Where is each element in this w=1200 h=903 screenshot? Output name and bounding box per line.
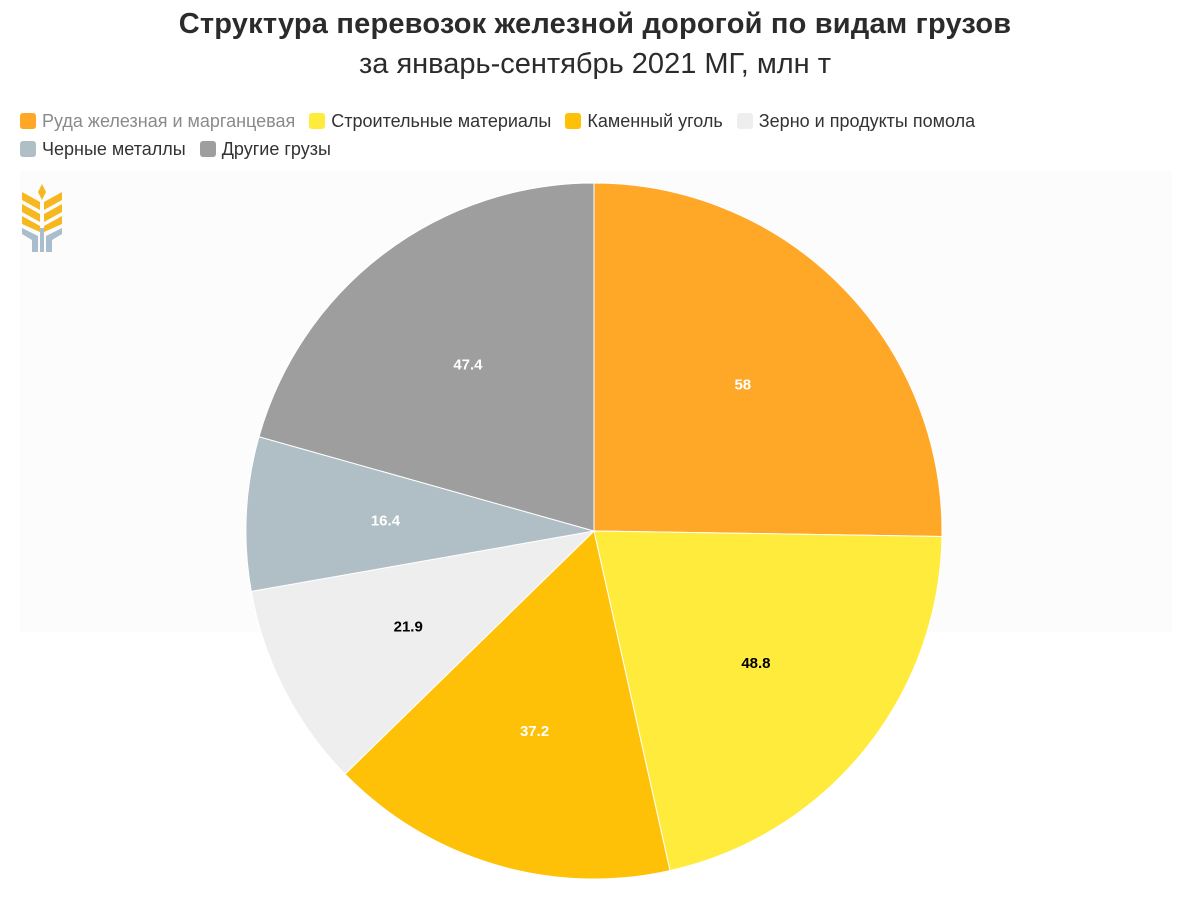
legend-swatch (20, 141, 36, 157)
wheat-logo-icon (18, 182, 66, 259)
pie-slice-coal[interactable] (344, 530, 671, 880)
legend-item-ferrous-metals[interactable]: Черные металлы (20, 138, 186, 160)
legend-swatch (736, 113, 753, 129)
legend-item-other-cargo[interactable]: Другие грузы (199, 138, 331, 160)
pie-slice-ferrous-metals[interactable] (245, 436, 595, 592)
legend: Руда железная и марганцевая Строительные… (20, 110, 1120, 160)
legend-item-coal[interactable]: Каменный уголь (565, 110, 723, 132)
legend-label: Руда железная и марганцевая (42, 111, 296, 131)
pie-slice-grain[interactable] (250, 530, 596, 775)
legend-label: Строительные материалы (331, 111, 552, 131)
pie-slice-other-cargo[interactable] (258, 182, 595, 532)
legend-item-building-materials[interactable]: Строительные материалы (309, 110, 551, 132)
data-label-grain: 21.9 (394, 618, 423, 635)
chart-subtitle: за январь-сентябрь 2021 МГ, млн т (358, 48, 832, 80)
legend-label: Черные металлы (42, 139, 186, 159)
legend-swatch (20, 113, 36, 129)
legend-label: Каменный уголь (587, 111, 723, 131)
pie-slice-building-materials[interactable] (593, 530, 943, 872)
legend-label: Другие грузы (221, 139, 331, 159)
data-label-other-cargo: 47.4 (453, 357, 483, 374)
legend-item-ore[interactable]: Руда железная и марганцевая (20, 110, 295, 132)
chart-title: Структура перевозок железной дорогой по … (178, 8, 1012, 40)
data-label-building-materials: 48.8 (741, 655, 770, 672)
data-label-ferrous-metals: 16.4 (371, 513, 401, 530)
legend-label: Зерно и продукты помола (758, 111, 976, 131)
pie-slice-ore[interactable] (593, 182, 943, 537)
legend-swatch (199, 141, 216, 157)
data-label-ore: 58 (734, 377, 751, 394)
legend-swatch (565, 113, 582, 129)
data-label-coal: 37.2 (520, 723, 549, 740)
legend-swatch (309, 113, 326, 129)
legend-item-grain[interactable]: Зерно и продукты помола (736, 110, 976, 132)
